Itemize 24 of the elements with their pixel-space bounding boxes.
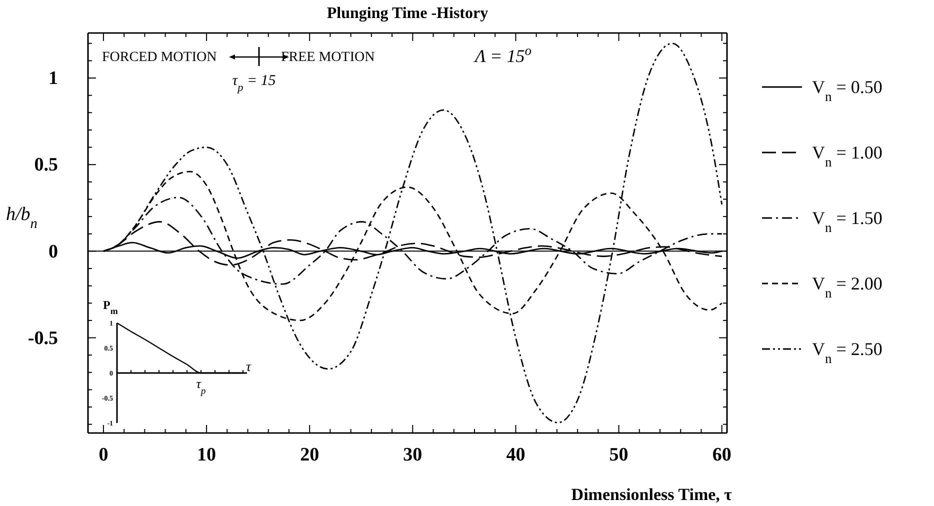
legend-label: V$_{n}$ = 2.50 — [812, 339, 882, 366]
x-tick-label: 10 — [197, 444, 216, 466]
x-axis-title: τ — [246, 360, 252, 375]
x-tick-label: 50 — [609, 444, 628, 466]
y-axis-title: P$_{m}$ — [103, 298, 118, 316]
y-tick-label: 0 — [48, 241, 58, 262]
annotation: Λ = 15$^{o}$ — [473, 42, 532, 66]
legend-label: V$_{n}$ = 2.00 — [812, 274, 882, 300]
x-tick-label: 40 — [506, 444, 526, 466]
x-tick-label: 20 — [300, 444, 320, 466]
y-tick-label: -0.5 — [28, 328, 58, 349]
legend-label: V$_{n}$ = 1.50 — [812, 208, 882, 234]
y-tick-label: 1 — [48, 68, 58, 90]
y-tick-label: 0.5 — [34, 154, 58, 176]
x-tick-label: 60 — [712, 444, 732, 466]
x-axis-title: Dimensionless Time, τ — [571, 485, 732, 504]
y-axis-title: h/b$_{n}$ — [6, 204, 38, 232]
annotation: τ$_{p}$ = 15 — [232, 73, 276, 94]
annotation: τ$_{p}$ — [196, 376, 206, 396]
legend-label: V$_{n}$ = 0.50 — [812, 77, 882, 104]
legend-label: V$_{n}$ = 1.00 — [812, 142, 882, 169]
chart-title: Plunging Time -History — [326, 5, 488, 22]
annotation: FORCED MOTION — [102, 50, 217, 65]
x-tick-label: 30 — [403, 444, 422, 466]
